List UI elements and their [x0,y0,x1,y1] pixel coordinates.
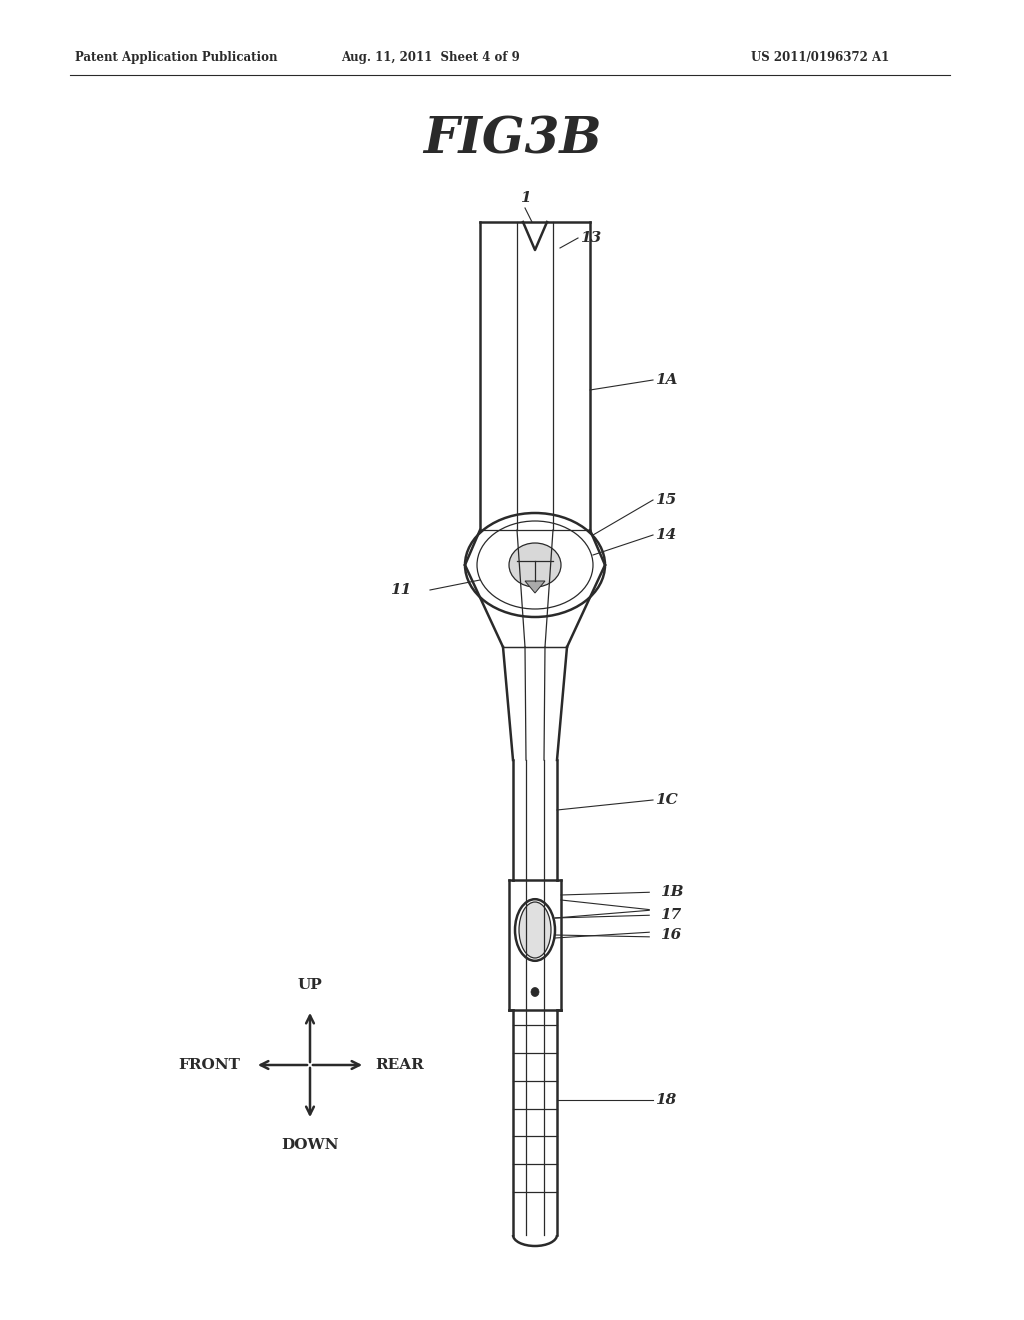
Text: Aug. 11, 2011  Sheet 4 of 9: Aug. 11, 2011 Sheet 4 of 9 [341,51,519,65]
Text: 13: 13 [580,231,601,246]
Text: US 2011/0196372 A1: US 2011/0196372 A1 [751,51,889,65]
Text: Patent Application Publication: Patent Application Publication [75,51,278,65]
Text: FIG3B: FIG3B [423,116,601,165]
Text: REAR: REAR [375,1059,424,1072]
Ellipse shape [509,543,561,587]
Text: 16: 16 [660,928,681,942]
Text: 11: 11 [390,583,412,597]
Polygon shape [525,581,545,593]
Text: 15: 15 [655,492,676,507]
Ellipse shape [531,987,539,997]
Text: DOWN: DOWN [282,1138,339,1152]
Text: 18: 18 [655,1093,676,1107]
Text: FRONT: FRONT [178,1059,240,1072]
Text: 17: 17 [655,902,676,915]
Text: 1C: 1C [655,793,678,807]
Ellipse shape [519,902,551,958]
Text: 1A: 1A [655,374,678,387]
Text: 1B: 1B [660,884,683,899]
Text: 1: 1 [520,191,530,205]
Text: 1B: 1B [655,903,679,917]
Text: 17: 17 [660,908,681,921]
Text: 16: 16 [655,923,676,937]
Polygon shape [650,880,735,950]
Text: 14: 14 [655,528,676,543]
Text: UP: UP [298,978,323,993]
